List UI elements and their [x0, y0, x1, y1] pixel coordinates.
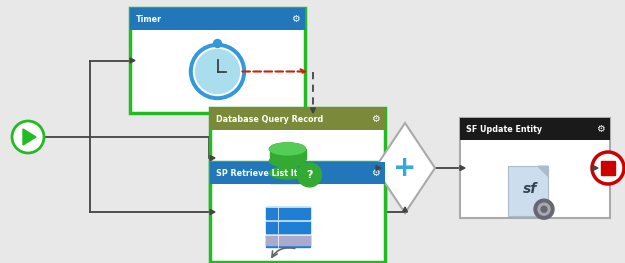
Ellipse shape — [269, 167, 306, 179]
Bar — [266, 221, 309, 233]
Ellipse shape — [269, 155, 306, 167]
Text: Database Query Record: Database Query Record — [216, 114, 323, 124]
FancyBboxPatch shape — [460, 118, 610, 140]
Polygon shape — [23, 129, 36, 145]
Polygon shape — [402, 207, 408, 212]
Circle shape — [298, 163, 321, 187]
Polygon shape — [376, 165, 381, 170]
Text: ⚙: ⚙ — [371, 168, 380, 178]
Circle shape — [12, 121, 44, 153]
Circle shape — [214, 39, 221, 48]
Circle shape — [592, 152, 624, 184]
Bar — [269, 161, 306, 171]
Circle shape — [189, 43, 246, 99]
Bar — [601, 161, 615, 175]
Polygon shape — [375, 123, 435, 213]
Text: ⚙: ⚙ — [291, 14, 300, 24]
Polygon shape — [538, 166, 548, 176]
Text: SP Retrieve List Item: SP Retrieve List Item — [216, 169, 311, 178]
FancyBboxPatch shape — [460, 118, 610, 218]
Text: sf: sf — [523, 182, 537, 196]
Text: Timer: Timer — [136, 14, 162, 23]
Polygon shape — [210, 155, 215, 160]
FancyBboxPatch shape — [210, 108, 385, 130]
Text: ?: ? — [306, 170, 312, 180]
Polygon shape — [210, 210, 215, 215]
Polygon shape — [593, 165, 598, 170]
Circle shape — [541, 206, 547, 212]
Text: SF Update Entity: SF Update Entity — [466, 124, 542, 134]
Circle shape — [538, 203, 550, 215]
FancyBboxPatch shape — [130, 8, 305, 30]
Text: +: + — [393, 154, 417, 182]
Ellipse shape — [269, 143, 306, 155]
Bar — [269, 149, 306, 159]
Circle shape — [194, 48, 241, 95]
Text: ⚙: ⚙ — [371, 114, 380, 124]
Bar — [266, 235, 309, 247]
FancyBboxPatch shape — [210, 162, 385, 184]
Polygon shape — [130, 58, 135, 63]
FancyBboxPatch shape — [130, 8, 305, 113]
Bar — [266, 207, 309, 219]
Bar — [266, 235, 309, 245]
FancyBboxPatch shape — [210, 162, 385, 262]
FancyBboxPatch shape — [210, 108, 385, 208]
Circle shape — [534, 199, 554, 219]
Ellipse shape — [269, 143, 306, 155]
Circle shape — [196, 49, 239, 94]
Text: ⚙: ⚙ — [596, 124, 605, 134]
Bar — [269, 173, 306, 183]
Bar — [508, 166, 548, 216]
Polygon shape — [311, 108, 316, 113]
Polygon shape — [460, 165, 465, 170]
